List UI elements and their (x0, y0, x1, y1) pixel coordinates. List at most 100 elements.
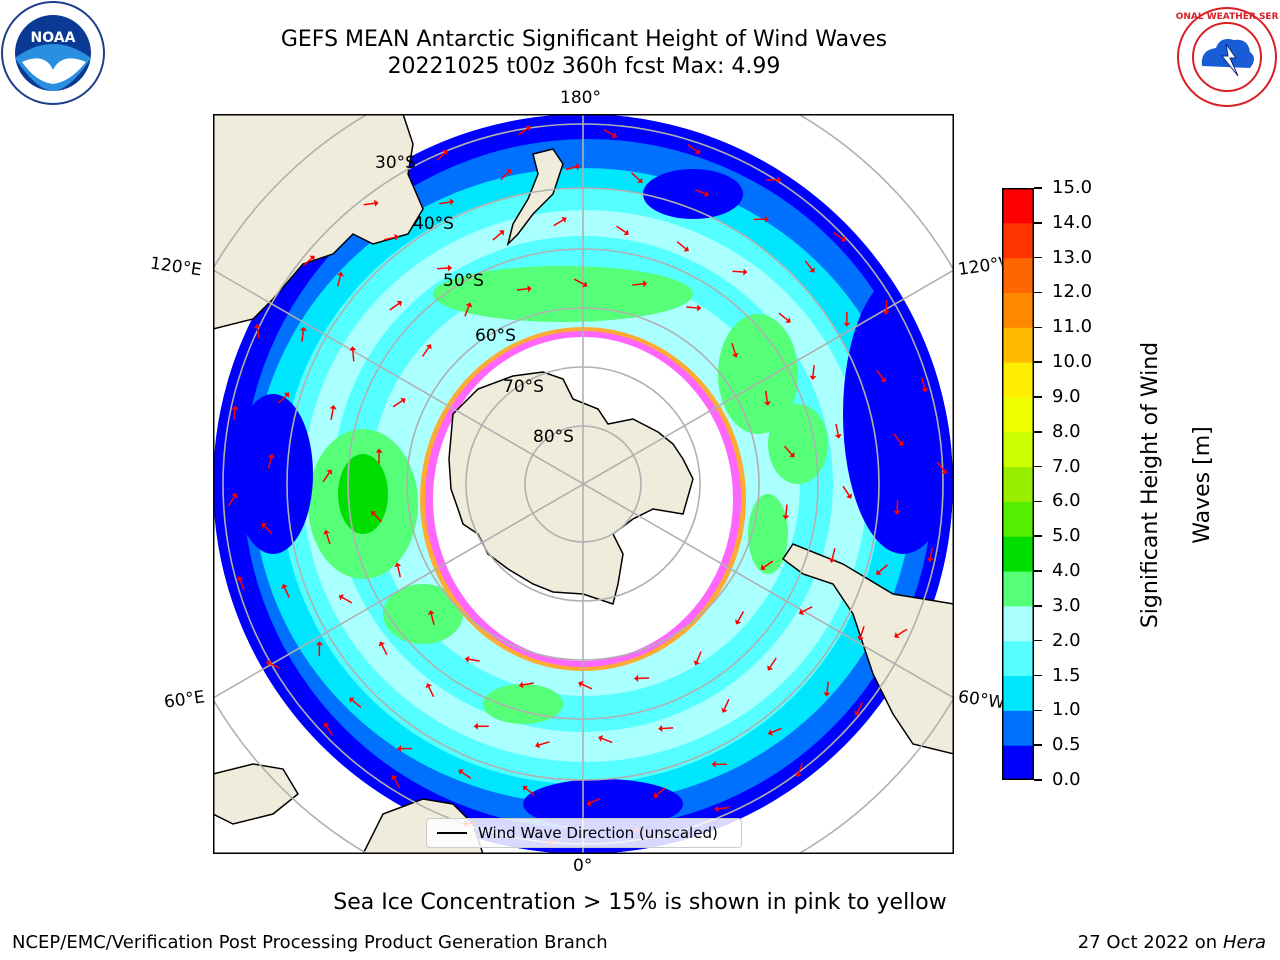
wave-arrow-head (375, 448, 383, 453)
wave-arrow-shaft (538, 741, 550, 746)
wave-arrow-head (505, 169, 512, 175)
colorbar-swatch (1002, 431, 1034, 468)
wave-arrow-head (582, 281, 588, 288)
chart-title: GEFS MEAN Antarctic Significant Height o… (280, 27, 888, 52)
wave-arrow-shaft (694, 189, 706, 195)
wave-arrow-shaft (897, 628, 908, 636)
wave-arrow-shaft (322, 472, 330, 483)
footer-host: Hera (1222, 932, 1266, 953)
colorbar-tick-label: 5.0 (1052, 525, 1081, 547)
wave-arrow-shaft (676, 241, 687, 250)
colorbar-swatch (1002, 362, 1034, 398)
wave-arrow-head (876, 569, 882, 575)
wave-arrow-head (941, 468, 947, 474)
colorbar-tickmark (1034, 291, 1042, 294)
lat-label-60: 60°S (475, 326, 516, 346)
colorbar-tickmark (1034, 709, 1042, 712)
wave-arrow-shaft (492, 232, 502, 241)
nws-logo-text: NATIONAL WEATHER SERVICE (1176, 12, 1278, 22)
wave-arrow-shaft (325, 725, 333, 736)
wave-arrow-head (371, 511, 377, 517)
polar-map-svg: 30°S 40°S 50°S 60°S 70°S 80°S (213, 114, 954, 854)
wave-arrow-shaft (389, 302, 400, 311)
wave-arrow-shaft (632, 283, 644, 286)
wave-arrow-shaft (525, 787, 535, 796)
wave-arrow-head (394, 562, 402, 568)
footer-date: 27 Oct 2022 on Hera (1078, 931, 1266, 955)
colorbar-tick-label: 2.0 (1052, 629, 1081, 651)
land (213, 114, 954, 854)
colorbar-tickmark (1034, 187, 1042, 189)
colorbar-tick-label: 13.0 (1052, 246, 1093, 268)
colorbar-swatch (1002, 745, 1034, 780)
wave-arrow-head (893, 510, 901, 515)
wave-arrow-head (427, 610, 435, 615)
wave-arrow-head (349, 346, 357, 351)
wave-arrow-head (693, 660, 700, 666)
wave-arrow-shaft (589, 797, 601, 804)
wave-arrow-shaft (264, 525, 273, 535)
wave-arrow-head (473, 722, 478, 730)
colorbar-tickmark (1034, 500, 1042, 503)
wave-arrow-shaft (352, 350, 355, 362)
wave-arrow-shaft (764, 390, 769, 402)
wave-arrow-head (397, 745, 402, 753)
wave-arrow-shaft (783, 445, 793, 455)
wave-arrow-shaft (718, 806, 730, 810)
wave-arrow-head (374, 199, 379, 207)
wave-arrow-shaft (269, 662, 280, 669)
wave-arrow-shaft (553, 219, 564, 227)
colorbar-tick-label: 8.0 (1052, 420, 1081, 442)
wave-arrow-shaft (769, 657, 777, 668)
wave-arrow-head (854, 710, 861, 716)
wave-arrow-head (760, 564, 766, 571)
wave-arrow-head (857, 635, 864, 641)
colorbar-tick-label: 0.5 (1052, 734, 1081, 756)
legend-line-swatch (437, 832, 467, 834)
wave-arrow-shaft (630, 172, 641, 181)
colorbar-tick-label: 0.0 (1052, 769, 1081, 790)
wave-arrow-head (281, 584, 288, 590)
wave-arrow-head (458, 769, 464, 775)
colorbar-swatch (1002, 571, 1034, 607)
wave-arrow-head (611, 132, 617, 139)
wave-arrow-shaft (565, 166, 577, 171)
wave-arrow-shaft (330, 408, 334, 420)
wave-arrow-head (400, 397, 406, 404)
wave-arrow-shaft (893, 433, 902, 444)
wave-arrow-shaft (468, 658, 480, 662)
wave-arrow-head (326, 469, 333, 475)
wave-arrow-head (623, 229, 629, 236)
colorbar-tickmark (1034, 431, 1042, 433)
wave-arrow-shaft (436, 152, 446, 162)
colorbar-tickmark (1034, 361, 1042, 363)
wave-arrow-head (265, 660, 271, 667)
wave-arrow-shaft (421, 347, 430, 357)
wave-arrow-head (299, 326, 307, 332)
wave-arrow-head (231, 493, 238, 499)
colorbar-swatch (1002, 710, 1034, 746)
wave-arrow-shaft (301, 330, 305, 342)
wave-arrow-head (338, 594, 344, 601)
lat-label-30: 30°S (375, 153, 416, 173)
colorbar-tickmark (1034, 744, 1042, 746)
wave-arrow-shaft (696, 651, 702, 662)
wave-arrow-head (578, 681, 584, 688)
colorbar-swatch (1002, 640, 1034, 677)
colorbar-frame (1002, 188, 1034, 780)
wave-arrow-shaft (384, 236, 396, 241)
wave-arrow-shaft (363, 202, 375, 206)
map-legend: Wind Wave Direction (unscaled) (426, 818, 742, 848)
wave-arrow-head (283, 392, 290, 398)
wave-arrow-shaft (686, 306, 698, 309)
wave-arrow-head (921, 387, 929, 393)
wave-arrow-head (795, 772, 802, 778)
wave-arrow-head (809, 267, 815, 273)
wave-arrow-head (535, 741, 540, 749)
wave-arrow-head (704, 190, 710, 198)
wave-arrow-head (236, 576, 244, 582)
wave-arrow-head (316, 641, 323, 646)
wave-arrow-head (894, 632, 900, 639)
wave-arrow-head (721, 707, 728, 713)
wave-arrow-head (394, 233, 399, 241)
